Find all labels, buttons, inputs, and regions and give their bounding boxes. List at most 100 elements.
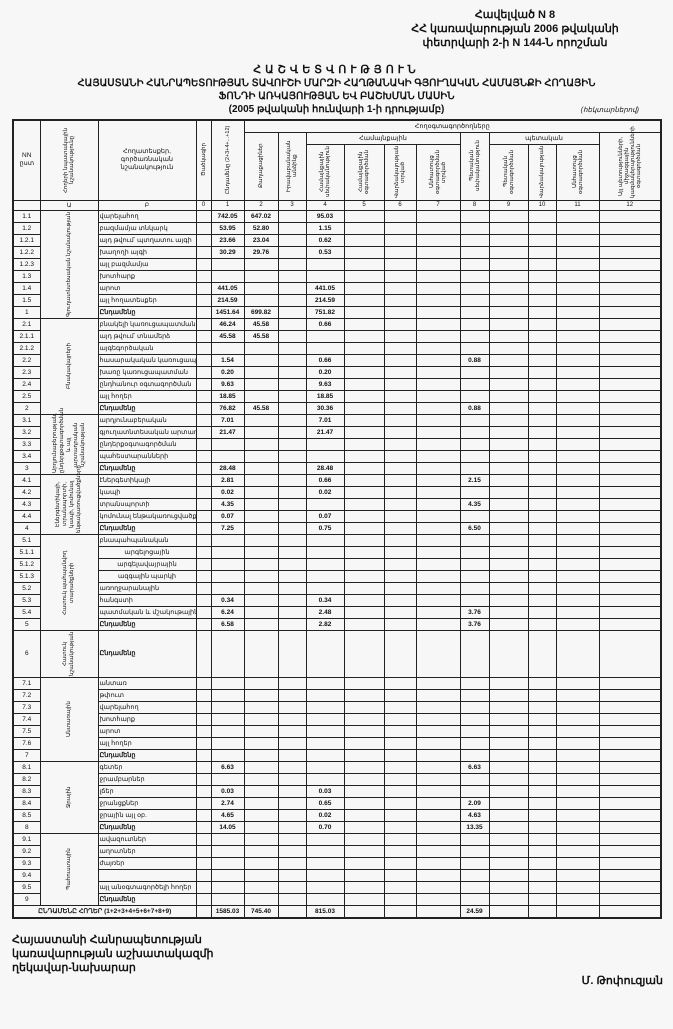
cell-c8 [459,892,490,906]
cell-c10 [527,545,557,559]
cell-c6 [383,317,417,331]
row-name: արգելոցային [97,545,197,559]
cell-c9 [488,257,529,271]
cell-c6 [383,844,417,858]
cell-c4 [305,760,345,774]
header-c1-cell: Ընդամենը (2+3+4+...+12) [210,119,245,201]
cell-c0 [195,269,212,283]
cell-c5 [343,461,385,475]
cell-c5 [343,880,385,894]
cell-c6 [383,221,417,235]
cell-c12 [598,329,662,343]
cell-c0 [195,820,212,834]
cell-c3 [277,461,307,475]
table-row: 9.5 այլ անօգտագործելի հողեր [12,880,662,894]
cell-c9 [488,712,529,726]
cell-c5 [343,449,385,463]
cell-c3 [277,389,307,403]
section-category: Էներգետիկայի, տրանսպորտի, կապի, կոմունալ… [55,464,82,533]
date-line: (2005 թվականի հունվարի 1-ի դրությամբ) (հ… [0,103,673,116]
row-name: Ընդամենը [97,401,197,415]
cell-c10 [527,880,557,894]
table-row: 4 Ընդամենը 7.25 0.75 6.50 [12,521,662,535]
cell-c3 [277,569,307,583]
cell-c2 [243,413,279,427]
cell-c1 [210,569,245,583]
position-line-3: ղեկավար-նախարար [12,961,136,974]
cell-c1: 53.95 [210,221,245,235]
cell-c6 [383,461,417,475]
cell-c7 [415,461,461,475]
cell-c6 [383,389,417,403]
cell-c7 [415,257,461,271]
cell-c10 [527,533,557,547]
cell-c9 [488,844,529,858]
cell-c3 [277,593,307,607]
cell-c6 [383,760,417,774]
cell-c4 [305,257,345,271]
cell-c2 [243,425,279,439]
cell-c7 [415,748,461,762]
cell-c5 [343,760,385,774]
cell-c10 [527,473,557,487]
cell-c6 [383,449,417,463]
cell-c1 [210,856,245,870]
cell-c11 [555,724,600,738]
cell-c12 [598,844,662,858]
cell-c12 [598,389,662,403]
header-c10: Վարձակալության [539,145,545,198]
row-name: էներգետիկայի [97,473,197,487]
cell-c9 [488,233,529,247]
cell-c9 [488,593,529,607]
row-code: 6 [12,629,41,678]
cell-c8: 4.63 [459,808,490,822]
cell-c8 [459,317,490,331]
table-row: 2.4 ընդհանուր օգտագործման 9.63 9.63 [12,377,662,391]
cell-c12 [598,209,662,223]
cell-c7 [415,497,461,511]
row-name: այլ հողատեսքեր [97,293,197,307]
cell-c0 [195,473,212,487]
table-row: 4.1 Էներգետիկայի, տրանսպորտի, կապի, կոմու… [12,465,662,535]
cell-c12 [598,808,662,822]
cell-c6 [383,569,417,583]
cell-c7 [415,209,461,223]
row-name: խոտհարք [97,269,197,283]
cell-c11 [555,521,600,535]
cell-c0 [195,688,212,702]
cell-c4: 2.48 [305,605,345,619]
column-number: Ա [39,199,99,211]
table-row: 9.3 ժայռեր [12,856,662,870]
cell-c5 [343,317,385,331]
cell-c0 [195,401,212,415]
section-category-cell: Գյուղատնտեսական նշանակության [39,209,99,319]
cell-c3 [277,712,307,726]
column-number: 12 [598,199,662,211]
cell-c7 [415,509,461,523]
cell-c5 [343,281,385,295]
table-header: NN ըստ Հողերի նպատակային նշանակությունը … [12,119,662,211]
cell-c11 [555,796,600,810]
cell-c5 [343,605,385,619]
cell-c6 [383,437,417,451]
cell-c8 [459,245,490,259]
cell-c2 [243,772,279,786]
annex-date: փետրվարի 2-ի N 144-Ն որոշման [422,37,608,49]
cell-c8 [459,533,490,547]
cell-c3 [277,748,307,762]
cell-c11 [555,844,600,858]
cell-c1: 6.24 [210,605,245,619]
cell-c11 [555,892,600,906]
cell-c3 [277,353,307,367]
cell-c11 [555,233,600,247]
row-name: Ընդամենը [97,521,197,535]
cell-c6 [383,305,417,319]
row-name: ավազուտներ [97,832,197,846]
row-code: 8 [12,820,41,834]
cell-c2 [243,557,279,571]
total-c3 [277,904,307,918]
cell-c12 [598,305,662,319]
row-name: լճեր [97,784,197,798]
cell-c10 [527,329,557,343]
cell-c1: 0.20 [210,365,245,379]
